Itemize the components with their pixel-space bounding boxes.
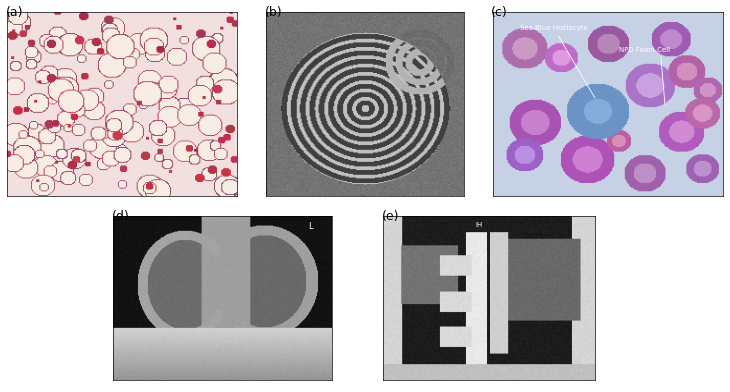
Text: IH: IH [475,222,482,228]
Text: (a): (a) [6,6,23,19]
Text: (d): (d) [112,210,129,223]
Text: NPD Foam Cell: NPD Foam Cell [619,47,670,53]
Text: (b): (b) [265,6,283,19]
Text: Sea-Blue Histiocyte: Sea-Blue Histiocyte [520,25,588,31]
Text: L: L [308,222,312,231]
Text: (c): (c) [491,6,508,19]
Text: (e): (e) [382,210,399,223]
